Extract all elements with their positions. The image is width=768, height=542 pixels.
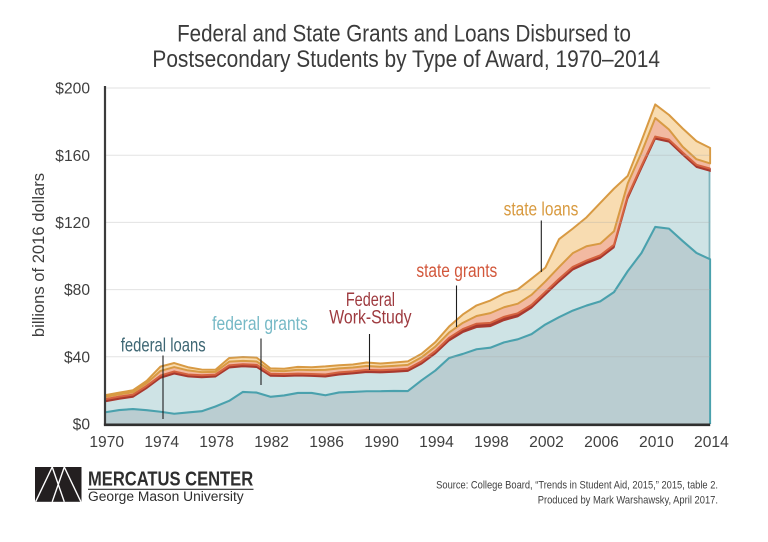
- svg-text:$40: $40: [64, 349, 90, 366]
- svg-text:2010: 2010: [639, 434, 674, 451]
- svg-text:1986: 1986: [309, 434, 344, 451]
- svg-text:$160: $160: [55, 148, 90, 165]
- svg-text:federal loans: federal loans: [121, 333, 206, 356]
- svg-text:2006: 2006: [584, 434, 619, 451]
- svg-text:1974: 1974: [144, 434, 179, 451]
- svg-text:1990: 1990: [364, 434, 399, 451]
- svg-text:1970: 1970: [89, 434, 124, 451]
- svg-text:$0: $0: [73, 417, 91, 434]
- svg-text:Produced by Mark Warshawsky, A: Produced by Mark Warshawsky, April 2017.: [538, 495, 718, 507]
- svg-text:George Mason University: George Mason University: [88, 488, 244, 504]
- svg-text:$200: $200: [55, 81, 90, 98]
- svg-text:1982: 1982: [254, 434, 289, 451]
- svg-text:MERCATUS CENTER: MERCATUS CENTER: [88, 467, 254, 490]
- svg-text:2002: 2002: [529, 434, 564, 451]
- svg-text:billions of 2016 dollars: billions of 2016 dollars: [29, 173, 48, 337]
- svg-text:$120: $120: [55, 215, 90, 232]
- svg-text:Work-Study: Work-Study: [329, 306, 411, 328]
- svg-text:1978: 1978: [199, 434, 234, 451]
- svg-text:2014: 2014: [694, 434, 729, 451]
- svg-text:state grants: state grants: [416, 259, 497, 281]
- svg-text:federal grants: federal grants: [212, 312, 308, 334]
- svg-text:state loans: state loans: [504, 198, 579, 220]
- svg-text:Source: College Board, “Trends: Source: College Board, “Trends in Studen…: [436, 480, 718, 492]
- svg-text:1994: 1994: [419, 434, 454, 451]
- svg-text:Federal: Federal: [346, 288, 395, 311]
- svg-text:$80: $80: [64, 282, 90, 299]
- svg-text:Postsecondary Students by Type: Postsecondary Students by Type of Award,…: [152, 46, 660, 73]
- svg-text:Federal and State Grants and L: Federal and State Grants and Loans Disbu…: [177, 20, 631, 47]
- svg-text:1998: 1998: [474, 434, 509, 451]
